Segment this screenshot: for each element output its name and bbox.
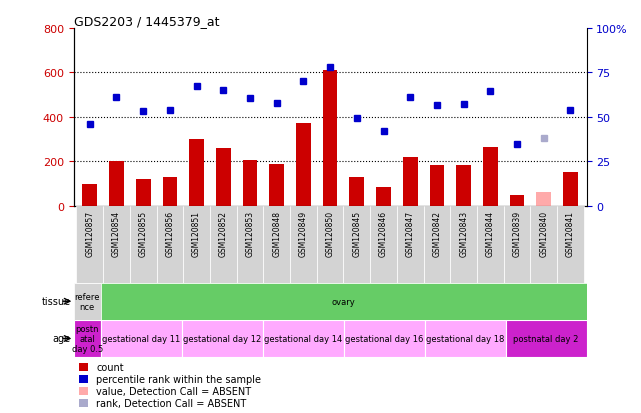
Text: gestational day 14: gestational day 14 — [264, 334, 342, 343]
Bar — [376, 188, 391, 206]
Text: GSM120850: GSM120850 — [326, 210, 335, 256]
Text: GSM120852: GSM120852 — [219, 210, 228, 256]
Text: GSM120839: GSM120839 — [513, 210, 522, 256]
Text: gestational day 16: gestational day 16 — [345, 334, 423, 343]
Bar — [156, 206, 183, 283]
Bar — [101, 320, 181, 357]
Bar — [557, 206, 584, 283]
Text: ovary: ovary — [332, 297, 356, 306]
Bar — [237, 206, 263, 283]
Bar — [216, 149, 231, 206]
Bar — [456, 166, 471, 206]
Bar — [424, 206, 450, 283]
Bar — [210, 206, 237, 283]
Text: tissue: tissue — [42, 297, 71, 306]
Text: gestational day 18: gestational day 18 — [426, 334, 504, 343]
Bar — [136, 180, 151, 206]
Bar — [323, 71, 337, 206]
Bar — [163, 178, 177, 206]
Text: GSM120842: GSM120842 — [433, 210, 442, 256]
Bar — [483, 148, 497, 206]
Text: postnatal day 2: postnatal day 2 — [513, 334, 579, 343]
Text: GSM120856: GSM120856 — [165, 210, 174, 256]
Bar — [317, 206, 344, 283]
Bar — [504, 206, 530, 283]
Text: GSM120847: GSM120847 — [406, 210, 415, 256]
Bar — [344, 206, 370, 283]
Bar — [450, 206, 477, 283]
Bar — [344, 320, 424, 357]
Bar — [477, 206, 504, 283]
Bar — [243, 161, 257, 206]
Bar — [74, 320, 101, 357]
Bar — [290, 206, 317, 283]
Text: GSM120844: GSM120844 — [486, 210, 495, 256]
Bar — [403, 158, 417, 206]
Text: gestational day 12: gestational day 12 — [183, 334, 262, 343]
Text: GSM120840: GSM120840 — [539, 210, 548, 256]
Text: gestational day 11: gestational day 11 — [102, 334, 180, 343]
Bar — [129, 206, 156, 283]
Bar — [103, 206, 129, 283]
Bar — [349, 178, 364, 206]
Bar — [510, 195, 524, 206]
Legend: count, percentile rank within the sample, value, Detection Call = ABSENT, rank, : count, percentile rank within the sample… — [79, 363, 261, 408]
Bar — [296, 123, 311, 206]
Text: GSM120854: GSM120854 — [112, 210, 121, 256]
Text: GDS2203 / 1445379_at: GDS2203 / 1445379_at — [74, 15, 219, 28]
Bar — [424, 320, 506, 357]
Text: GSM120846: GSM120846 — [379, 210, 388, 256]
Bar — [537, 192, 551, 206]
Bar — [263, 206, 290, 283]
Bar — [397, 206, 424, 283]
Bar — [189, 140, 204, 206]
Bar — [563, 172, 578, 206]
Text: refere
nce: refere nce — [74, 292, 100, 311]
Text: GSM120848: GSM120848 — [272, 210, 281, 256]
Text: GSM120855: GSM120855 — [138, 210, 147, 256]
Bar — [76, 206, 103, 283]
Text: GSM120851: GSM120851 — [192, 210, 201, 256]
Text: GSM120853: GSM120853 — [246, 210, 254, 256]
Text: GSM120857: GSM120857 — [85, 210, 94, 256]
Bar — [181, 320, 263, 357]
Text: GSM120843: GSM120843 — [459, 210, 468, 256]
Bar — [83, 184, 97, 206]
Bar — [109, 162, 124, 206]
Bar — [183, 206, 210, 283]
Bar — [263, 320, 344, 357]
Text: GSM120841: GSM120841 — [566, 210, 575, 256]
Text: age: age — [53, 334, 71, 344]
Bar — [530, 206, 557, 283]
Bar — [74, 283, 101, 320]
Bar — [429, 166, 444, 206]
Bar — [370, 206, 397, 283]
Text: postn
atal
day 0.5: postn atal day 0.5 — [72, 324, 103, 354]
Text: GSM120845: GSM120845 — [353, 210, 362, 256]
Bar — [269, 164, 284, 206]
Bar — [506, 320, 587, 357]
Text: GSM120849: GSM120849 — [299, 210, 308, 256]
